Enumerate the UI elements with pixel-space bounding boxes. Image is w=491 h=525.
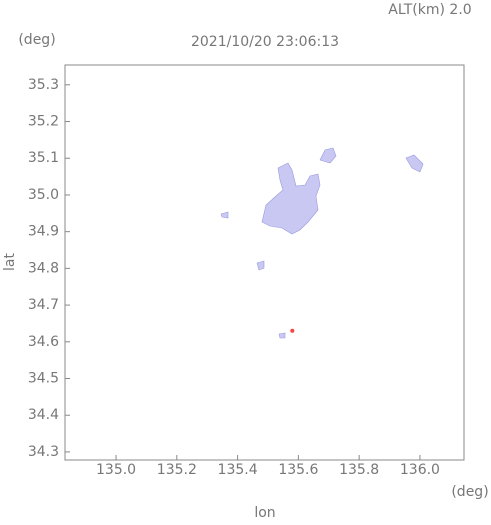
x-axis-label: lon: [254, 505, 275, 521]
y-tick-label: 35.0: [28, 187, 59, 203]
x-tick-label: 135.4: [218, 462, 258, 478]
y-tick-label: 34.3: [28, 444, 59, 460]
x-tick-label: 135.2: [157, 462, 197, 478]
x-tick-label: 135.6: [278, 462, 318, 478]
y-tick-label: 34.8: [28, 260, 59, 276]
plot-frame: [64, 64, 465, 461]
x-unit: (deg): [451, 484, 488, 500]
x-tick-label: 136.0: [400, 462, 440, 478]
y-tick-label: 34.5: [28, 371, 59, 387]
echo-south: [256, 260, 265, 271]
y-tick-label: 35.3: [28, 77, 59, 93]
point: [290, 328, 295, 333]
y-tick-label: 34.7: [28, 297, 59, 313]
y-tick-label: 35.2: [28, 114, 59, 130]
y-unit: (deg): [18, 32, 55, 48]
echo-east: [405, 154, 424, 173]
x-tick-label: 135.0: [96, 462, 136, 478]
echo-west: [220, 211, 229, 219]
y-tick-label: 35.1: [28, 150, 59, 166]
altitude-label: ALT(km) 2.0: [388, 2, 471, 18]
echo-areas: [220, 147, 424, 339]
echo-main: [261, 162, 321, 235]
y-axis-label: lat: [2, 253, 18, 271]
echo-ne: [319, 147, 337, 164]
chart-title: 2021/10/20 23:06:13: [191, 34, 339, 50]
x-tick-label: 135.8: [339, 462, 379, 478]
y-tick-label: 34.6: [28, 334, 59, 350]
y-tick-label: 34.4: [28, 407, 59, 423]
echo-small: [278, 332, 286, 339]
y-tick-label: 34.9: [28, 224, 59, 240]
